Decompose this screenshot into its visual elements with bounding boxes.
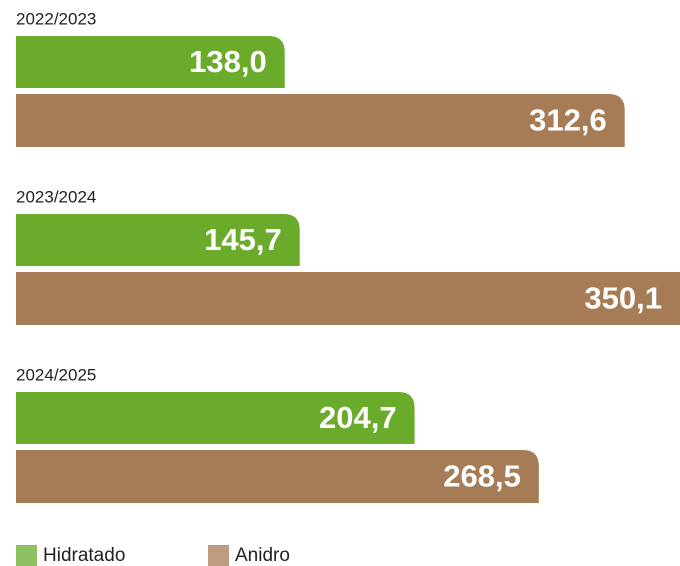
category-label: 2022/2023 [16,9,96,28]
bar [16,214,300,266]
legend-swatch [16,545,37,566]
value-label: 268,5 [443,459,521,494]
legend-swatch [208,545,229,566]
bar [16,392,415,444]
value-label: 138,0 [189,44,267,79]
value-label: 312,6 [529,103,607,138]
legend-label: Anidro [235,545,290,566]
category-label: 2023/2024 [16,187,96,206]
value-label: 204,7 [319,400,397,435]
bar [16,272,680,325]
bar [16,450,539,503]
bar [16,94,625,147]
value-label: 145,7 [204,222,282,257]
category-label: 2024/2025 [16,365,96,384]
bar [16,36,285,88]
value-label: 350,1 [584,281,662,316]
legend-label: Hidratado [43,545,125,566]
